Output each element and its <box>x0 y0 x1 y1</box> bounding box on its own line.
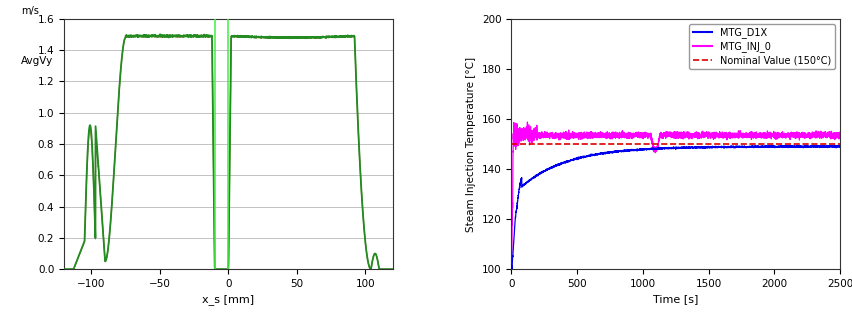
Text: m/s: m/s <box>21 6 39 16</box>
X-axis label: x_s [mm]: x_s [mm] <box>202 295 254 305</box>
Legend: MTG_D1X, MTG_INJ_0, Nominal Value (150°C): MTG_D1X, MTG_INJ_0, Nominal Value (150°C… <box>688 24 834 69</box>
Y-axis label: Steam Injection Temperature [°C]: Steam Injection Temperature [°C] <box>466 56 475 232</box>
Text: AvgVy: AvgVy <box>21 56 54 66</box>
X-axis label: Time [s]: Time [s] <box>653 295 698 305</box>
